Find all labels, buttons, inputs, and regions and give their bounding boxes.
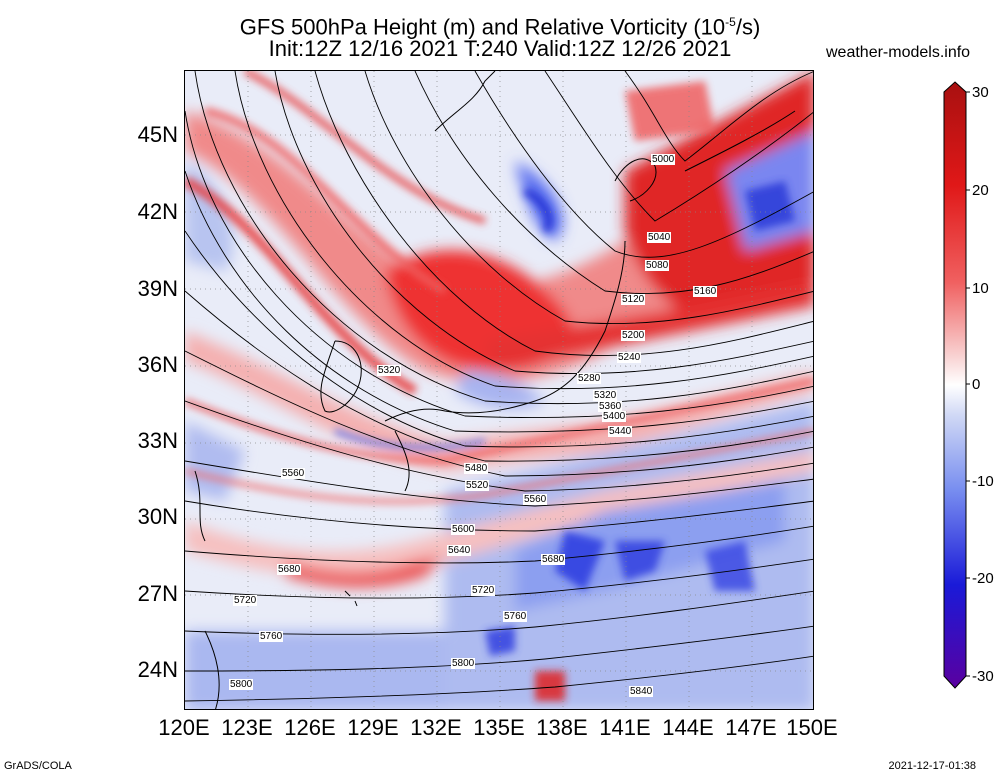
vorticity-field (185, 71, 813, 709)
lon-label-120e: 120E (158, 715, 210, 740)
contour-label: 5000 (651, 154, 676, 165)
lat-label-30n: 30N (137, 504, 178, 529)
contour-label: 5320 (377, 365, 402, 376)
contour-label: 5680 (541, 554, 566, 565)
contour-label: 5040 (647, 232, 672, 243)
contour-label: 5720 (471, 585, 496, 596)
colorbar-label-0: 0 (972, 376, 981, 393)
lat-label-45n: 45N (137, 122, 178, 147)
site-credit: weather-models.info (826, 44, 971, 61)
chart-title-line1: GFS 500hPa Height (m) and Relative Vorti… (239, 14, 761, 40)
lon-label-123e: 123E (221, 715, 273, 740)
lon-label-150e: 150E (786, 715, 838, 740)
lat-label-42n: 42N (137, 199, 178, 224)
lon-label-138e: 138E (536, 715, 588, 740)
lat-label-24n: 24N (137, 657, 178, 682)
height-contours (185, 71, 813, 702)
lon-label-126e: 126E (284, 715, 336, 740)
contour-label: 5640 (447, 545, 472, 556)
contour-label: 5800 (451, 658, 476, 669)
contour-label: 5400 (602, 411, 627, 422)
map-panel: 5000 5040 5080 5160 5120 5200 5240 5280 5320 5320… (184, 70, 814, 710)
contour-label: 5440 (608, 426, 633, 437)
contour-label: 5520 (465, 480, 490, 491)
lon-label-132e: 132E (410, 715, 462, 740)
contour-label: 5760 (259, 631, 284, 642)
contour-label: 5160 (693, 286, 718, 297)
lon-label-144e: 144E (662, 715, 714, 740)
coastlines (194, 71, 796, 709)
lon-label-141e: 141E (599, 715, 651, 740)
contour-label: 5280 (577, 373, 602, 384)
colorbar-label-neg10: -10 (972, 473, 994, 490)
contour-label: 5800 (229, 679, 254, 690)
colorbar-label-20: 20 (972, 182, 989, 199)
contour-label: 5080 (645, 260, 670, 271)
lat-label-36n: 36N (137, 352, 178, 377)
chart-title-line2: Init:12Z 12/16 2021 T:240 Valid:12Z 12/2… (268, 36, 732, 61)
contour-label: 5600 (451, 524, 476, 535)
contour-label: 5560 (523, 494, 548, 505)
lon-label-147e: 147E (725, 715, 777, 740)
lon-label-129e: 129E (347, 715, 399, 740)
lat-label-33n: 33N (137, 428, 178, 453)
contour-label: 5120 (621, 294, 646, 305)
colorbar-label-neg30: -30 (972, 668, 994, 685)
contour-label: 5360 (598, 401, 623, 412)
colorbar-label-10: 10 (972, 280, 989, 297)
colorbar-label-30: 30 (972, 84, 989, 101)
contour-label: 5200 (621, 330, 646, 341)
lat-label-39n: 39N (137, 276, 178, 301)
colorbar (943, 81, 970, 689)
footer-software: GrADS/COLA (4, 760, 72, 772)
contour-label: 5320 (593, 390, 618, 401)
contour-label: 5240 (617, 352, 642, 363)
contour-label: 5560 (281, 468, 306, 479)
footer-timestamp: 2021-12-17-01:38 (888, 760, 976, 772)
colorbar-label-neg20: -20 (972, 570, 994, 587)
contour-label: 5840 (629, 686, 654, 697)
contour-label: 5720 (233, 595, 258, 606)
lat-label-27n: 27N (137, 581, 178, 606)
lon-label-135e: 135E (473, 715, 525, 740)
contour-label: 5480 (464, 463, 489, 474)
contour-label: 5760 (503, 611, 528, 622)
contour-label: 5680 (277, 564, 302, 575)
